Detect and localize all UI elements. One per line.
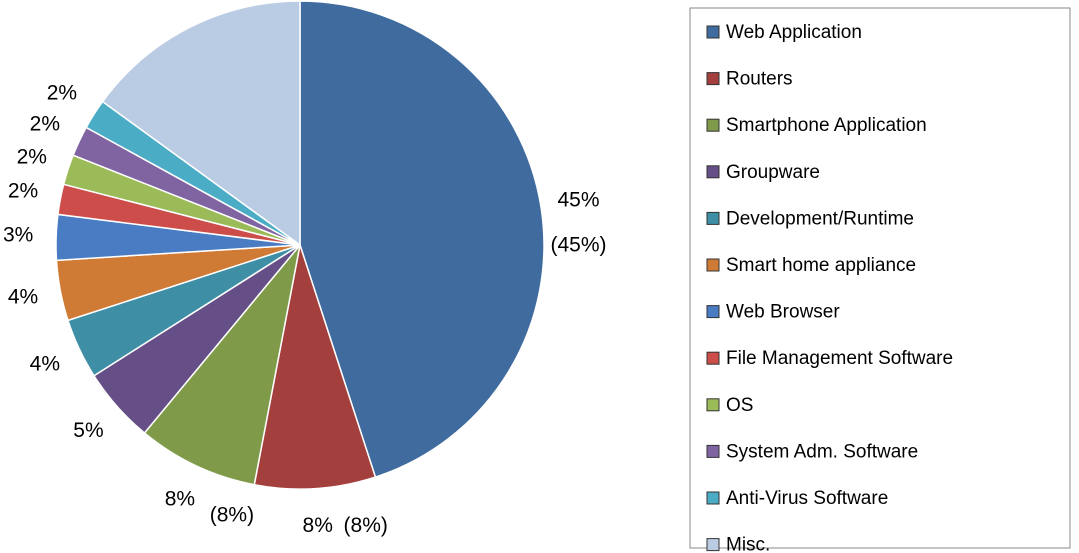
annotation: (8%) xyxy=(210,504,254,527)
legend-swatch xyxy=(706,25,720,39)
legend-label: Smartphone Application xyxy=(726,115,927,136)
legend-label: Groupware xyxy=(726,162,820,183)
annotation: (8%) xyxy=(344,514,388,537)
legend-label: Routers xyxy=(726,69,793,90)
data-label: 8% xyxy=(165,488,195,511)
legend-label: Anti-Virus Software xyxy=(726,488,888,509)
data-label: 15% xyxy=(151,0,193,4)
legend-swatch xyxy=(706,72,720,86)
data-label: 2% xyxy=(47,81,77,104)
legend-swatch xyxy=(706,211,720,225)
legend-swatch xyxy=(706,351,720,365)
data-label: 8% xyxy=(303,514,333,537)
legend-label: File Management Software xyxy=(726,348,953,369)
data-label: 4% xyxy=(8,285,38,308)
annotation: (45%) xyxy=(551,233,607,256)
legend-label: System Adm. Software xyxy=(726,441,918,462)
legend-swatch xyxy=(706,491,720,505)
legend-label: Web Browser xyxy=(726,302,840,323)
data-label: 45% xyxy=(558,188,600,211)
data-label: 2% xyxy=(17,145,47,168)
pie-slice xyxy=(101,0,301,247)
pie-slice xyxy=(143,244,301,486)
data-label: 5% xyxy=(73,419,103,442)
pie-slice xyxy=(299,0,545,479)
legend-swatch xyxy=(706,444,720,458)
legend-swatch xyxy=(706,398,720,412)
legend-swatch xyxy=(706,118,720,132)
data-label: 4% xyxy=(30,353,60,376)
data-label: 3% xyxy=(3,224,33,247)
legend-box xyxy=(689,7,1071,549)
legend-label: OS xyxy=(726,395,753,416)
legend-swatch xyxy=(706,165,720,179)
legend-label: Misc. xyxy=(726,535,770,553)
legend-swatch xyxy=(706,305,720,319)
legend-swatch xyxy=(706,538,720,552)
legend-label: Web Application xyxy=(726,22,862,43)
legend-label: Smart home appliance xyxy=(726,255,916,276)
data-label: 2% xyxy=(8,180,38,203)
legend-label: Development/Runtime xyxy=(726,208,914,229)
pie-slice xyxy=(253,244,377,490)
legend-swatch xyxy=(706,258,720,272)
data-label: 2% xyxy=(30,112,60,135)
